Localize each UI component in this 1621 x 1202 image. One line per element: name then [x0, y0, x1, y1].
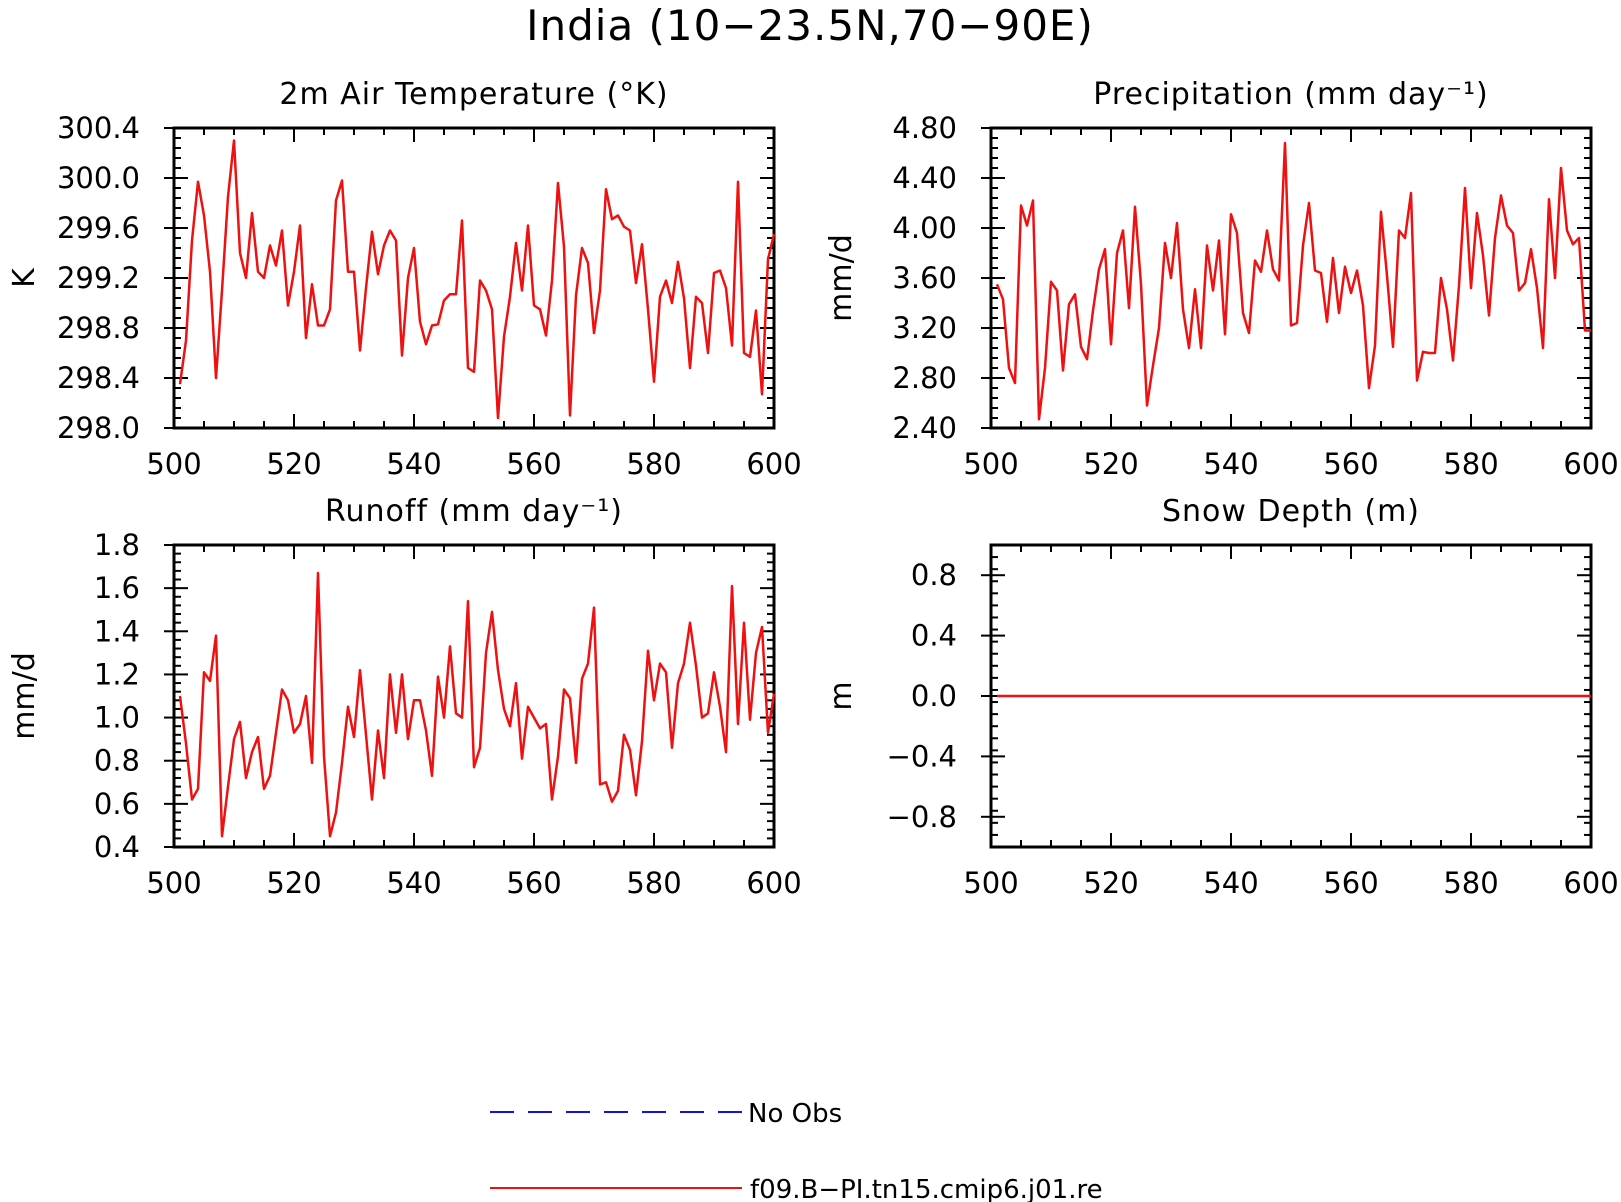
x-tick-label: 520	[1083, 866, 1138, 900]
axis-ticks: 500 520 540 560 580 600 2.40 2.80 3.20 3.60 4.00 4.…	[892, 111, 1618, 481]
y-tick-label: 300.4	[57, 111, 140, 145]
y-tick-label: 3.20	[892, 311, 957, 345]
x-tick-label: 540	[1203, 447, 1258, 481]
x-tick-label: 600	[746, 866, 801, 900]
y-tick-label: 298.0	[57, 411, 140, 445]
y-tick-label: 0.4	[94, 830, 140, 864]
panel-air-temperature: 2m Air Temperature (°K) K 500 520 540 560 58…	[7, 77, 802, 481]
y-tick-label: 299.2	[57, 261, 140, 295]
y-tick-label: 299.6	[57, 211, 140, 245]
series-line	[178, 571, 776, 838]
y-axis-label: mm/d	[7, 652, 42, 740]
y-tick-label: 4.80	[892, 111, 957, 145]
panel-runoff: Runoff (mm day⁻¹) mm/d 500 520 540 560 580 60…	[7, 494, 802, 900]
y-tick-label: 2.80	[892, 361, 957, 395]
x-tick-label: 560	[506, 866, 561, 900]
series-lines	[995, 141, 1591, 421]
panel-title: Precipitation (mm day⁻¹)	[1093, 77, 1488, 112]
panel-title: Snow Depth (m)	[1162, 494, 1420, 529]
panel-precipitation: Precipitation (mm day⁻¹) mm/d 500 520 540 5…	[824, 77, 1619, 481]
axis-ticks: 500 520 540 560 580 600 298.0 298.4 298.8 299.2 29…	[57, 111, 802, 481]
y-tick-label: 4.00	[892, 211, 957, 245]
x-tick-label: 540	[386, 866, 441, 900]
plot-frame	[989, 126, 1593, 430]
x-tick-label: 600	[1563, 447, 1618, 481]
x-tick-label: 560	[1323, 866, 1378, 900]
x-tick-label: 600	[746, 447, 801, 481]
x-tick-label: 500	[146, 447, 201, 481]
y-tick-label: 1.2	[94, 657, 140, 691]
y-tick-label: 1.8	[94, 528, 140, 562]
main-title: India (10−23.5N,70−90E)	[526, 1, 1094, 50]
y-tick-label: 1.4	[94, 614, 140, 648]
legend-label-model: f09.B−PI.tn15.cmip6.j01.re	[750, 1175, 1103, 1202]
y-tick-label: 1.0	[94, 701, 140, 735]
y-tick-label: 4.40	[892, 161, 957, 195]
y-axis-label: mm/d	[824, 234, 859, 322]
y-tick-label: 0.8	[94, 744, 140, 778]
y-tick-label: −0.8	[887, 800, 957, 834]
x-tick-label: 580	[1443, 866, 1498, 900]
series-lines	[178, 139, 776, 420]
panel-title: Runoff (mm day⁻¹)	[325, 494, 623, 529]
x-tick-label: 580	[626, 447, 681, 481]
x-tick-label: 500	[963, 447, 1018, 481]
legend: No Obs f09.B−PI.tn15.cmip6.j01.re	[490, 1099, 1103, 1202]
y-tick-label: 0.4	[911, 619, 957, 653]
panel-title: 2m Air Temperature (°K)	[279, 77, 668, 112]
y-axis-label: K	[7, 267, 42, 288]
x-tick-label: 580	[1443, 447, 1498, 481]
y-tick-label: 1.6	[94, 571, 140, 605]
y-tick-label: 3.60	[892, 261, 957, 295]
plot-frame	[172, 543, 776, 849]
legend-label-no-obs: No Obs	[748, 1099, 842, 1129]
x-tick-label: 500	[146, 866, 201, 900]
y-tick-label: 0.6	[94, 787, 140, 821]
y-tick-label: 298.4	[57, 361, 140, 395]
y-tick-label: 300.0	[57, 161, 140, 195]
x-tick-label: 520	[1083, 447, 1138, 481]
x-tick-label: 540	[1203, 866, 1258, 900]
y-axis-label: m	[824, 681, 859, 710]
y-tick-label: 2.40	[892, 411, 957, 445]
x-tick-label: 560	[1323, 447, 1378, 481]
x-tick-label: 600	[1563, 866, 1618, 900]
y-tick-label: 0.8	[911, 558, 957, 592]
y-tick-label: −0.4	[887, 739, 957, 773]
series-line	[995, 141, 1591, 421]
x-tick-label: 560	[506, 447, 561, 481]
x-tick-label: 540	[386, 447, 441, 481]
panel-snow-depth: Snow Depth (m) m 500 520 540 560 580 600 −0.8 −…	[824, 494, 1619, 900]
x-tick-label: 500	[963, 866, 1018, 900]
axis-ticks: 500 520 540 560 580 600 −0.8 −0.4 0.0 0.4 0.8	[887, 544, 1619, 900]
x-tick-label: 520	[266, 447, 321, 481]
axis-ticks: 500 520 540 560 580 600 0.4 0.6 0.8 1.0 1.2 1.4 1.6 1…	[94, 528, 802, 900]
y-tick-label: 298.8	[57, 311, 140, 345]
y-tick-label: 0.0	[911, 679, 957, 713]
x-tick-label: 520	[266, 866, 321, 900]
series-line	[178, 139, 776, 420]
series-lines	[178, 571, 776, 838]
x-tick-label: 580	[626, 866, 681, 900]
